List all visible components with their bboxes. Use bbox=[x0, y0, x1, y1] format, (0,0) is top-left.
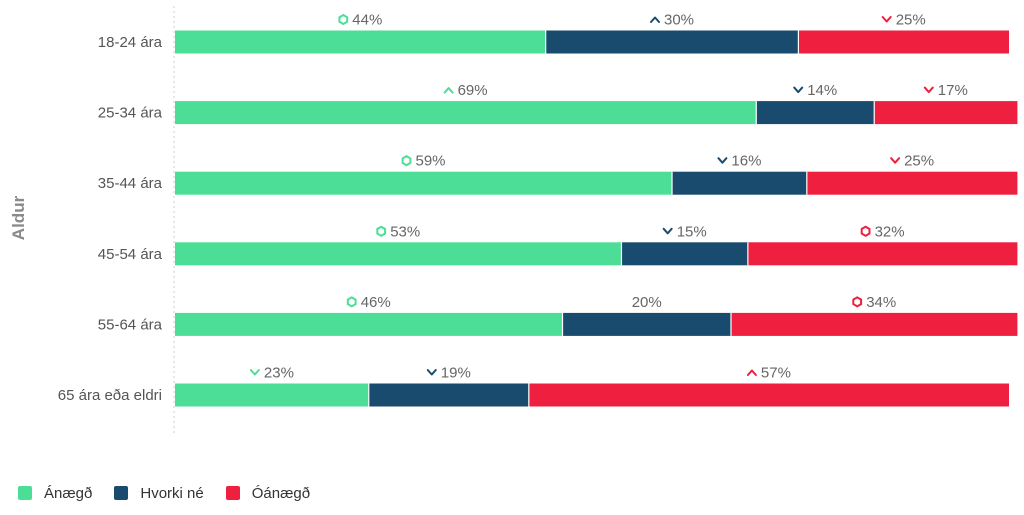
bar-segment bbox=[756, 101, 875, 125]
trend-marker-icon bbox=[376, 225, 387, 237]
legend-swatch bbox=[18, 486, 32, 500]
trend-marker-icon bbox=[338, 13, 349, 26]
trend-marker-icon bbox=[860, 225, 871, 237]
category-tick-label: 65 ára eða eldri bbox=[58, 387, 162, 404]
data-label: 46% bbox=[361, 294, 391, 311]
bar-segment bbox=[672, 171, 807, 195]
bar-segment bbox=[175, 383, 369, 407]
y-axis-title: Aldur bbox=[9, 195, 28, 240]
trend-marker-icon bbox=[249, 369, 260, 376]
plot-area: 18-24 ára 44% 30% 25% 25-34 ára 69% 14% 17% 35-4… bbox=[58, 12, 1018, 407]
data-label: 19% bbox=[441, 365, 471, 382]
data-label: 32% bbox=[875, 223, 905, 240]
legend-label: Óánægð bbox=[251, 484, 311, 502]
legend-item[interactable]: Ánægð bbox=[18, 485, 92, 502]
category-tick-label: 55-64 ára bbox=[98, 316, 163, 333]
data-label: 25% bbox=[896, 12, 926, 29]
data-label: 44% bbox=[352, 12, 382, 29]
bar-segment bbox=[175, 242, 622, 266]
legend-label: Ánægð bbox=[44, 484, 93, 502]
bar-segment bbox=[368, 383, 529, 407]
legend-swatch bbox=[114, 486, 129, 500]
trend-marker-icon bbox=[793, 86, 804, 94]
data-label: 15% bbox=[677, 223, 707, 240]
legend: Ánægð Hvorki né Óánægð bbox=[18, 481, 332, 505]
trend-marker-icon bbox=[746, 369, 757, 376]
data-label: 17% bbox=[938, 82, 968, 99]
bar-segment bbox=[175, 101, 757, 125]
legend-item[interactable]: Óánægð bbox=[225, 484, 311, 502]
category-tick-label: 35-44 ára bbox=[98, 175, 163, 192]
data-label: 30% bbox=[664, 12, 694, 29]
bar-segment bbox=[545, 30, 799, 54]
bar-segment bbox=[731, 312, 1018, 336]
legend-swatch bbox=[225, 486, 240, 500]
trend-marker-icon bbox=[890, 157, 901, 164]
bar-segment bbox=[798, 30, 1009, 54]
data-label: 23% bbox=[264, 365, 294, 382]
trend-marker-icon bbox=[401, 155, 412, 167]
data-label: 14% bbox=[807, 82, 837, 99]
bar-segment bbox=[562, 312, 731, 336]
bar-segment bbox=[175, 171, 673, 195]
data-label: 69% bbox=[458, 82, 488, 99]
trend-marker-icon bbox=[852, 296, 863, 308]
category-tick-label: 18-24 ára bbox=[98, 34, 163, 51]
data-label: 25% bbox=[904, 153, 934, 170]
legend-item[interactable]: Hvorki né bbox=[114, 484, 204, 502]
bar-segment bbox=[175, 312, 563, 336]
trend-marker-icon bbox=[346, 296, 357, 308]
data-label: 20% bbox=[632, 294, 662, 311]
trend-marker-icon bbox=[923, 86, 934, 94]
bar-segment bbox=[621, 242, 748, 266]
data-label: 34% bbox=[866, 294, 896, 311]
bar-segment bbox=[874, 101, 1018, 125]
category-tick-label: 25-34 ára bbox=[98, 105, 163, 122]
trend-marker-icon bbox=[881, 16, 892, 23]
trend-marker-icon bbox=[662, 227, 673, 235]
bar-segment bbox=[747, 242, 1018, 266]
bar-segment bbox=[806, 171, 1018, 195]
bar-segment bbox=[175, 30, 546, 54]
data-label: 53% bbox=[390, 223, 420, 240]
legend-label: Hvorki né bbox=[140, 484, 204, 502]
category-tick-label: 45-54 ára bbox=[98, 246, 163, 263]
data-label: 16% bbox=[731, 153, 761, 170]
data-label: 57% bbox=[761, 365, 791, 382]
trend-marker-icon bbox=[426, 369, 437, 376]
trend-marker-icon bbox=[717, 157, 728, 164]
trend-marker-icon bbox=[443, 87, 454, 94]
data-label: 59% bbox=[416, 153, 446, 170]
bar-segment bbox=[528, 383, 1009, 407]
trend-marker-icon bbox=[650, 16, 661, 23]
